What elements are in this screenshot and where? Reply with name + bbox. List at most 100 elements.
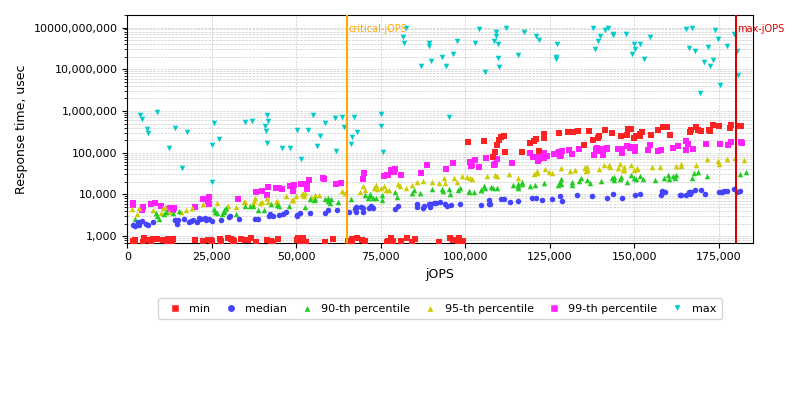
Point — [190, 218, 203, 225]
Point — [526, 194, 538, 201]
Point — [444, 235, 457, 241]
Point — [288, 182, 301, 188]
Point — [532, 158, 545, 164]
Point — [618, 163, 631, 170]
Point — [465, 162, 478, 169]
Point — [414, 63, 427, 70]
Point — [718, 188, 730, 195]
Point — [704, 63, 717, 70]
Point — [478, 69, 491, 75]
Point — [357, 205, 370, 211]
Point — [302, 127, 315, 134]
Point — [322, 198, 334, 204]
Point — [154, 202, 167, 209]
Point — [227, 238, 240, 244]
Point — [562, 129, 574, 135]
Point — [729, 154, 742, 161]
Point — [682, 44, 695, 51]
Point — [462, 189, 475, 196]
Point — [164, 205, 177, 211]
Point — [529, 195, 542, 202]
Point — [208, 120, 221, 126]
Point — [538, 131, 550, 137]
Point — [357, 182, 370, 189]
Point — [686, 174, 698, 181]
Point — [490, 172, 503, 179]
Point — [446, 50, 459, 57]
Point — [400, 184, 413, 191]
Point — [186, 205, 198, 211]
Point — [250, 188, 263, 195]
Point — [548, 151, 561, 157]
Point — [262, 199, 274, 206]
Point — [564, 168, 577, 174]
Point — [711, 36, 724, 42]
Point — [475, 187, 488, 193]
Point — [704, 128, 717, 134]
Point — [133, 205, 146, 212]
Point — [493, 137, 506, 143]
Point — [474, 201, 487, 208]
Point — [308, 192, 321, 198]
Point — [590, 145, 603, 151]
Point — [553, 130, 566, 136]
Point — [694, 90, 706, 96]
Point — [244, 203, 257, 210]
Point — [581, 167, 594, 173]
Point — [621, 126, 634, 132]
Point — [141, 130, 154, 137]
Point — [345, 141, 358, 147]
Point — [592, 38, 605, 44]
Point — [199, 217, 212, 223]
Point — [597, 152, 610, 158]
Point — [374, 123, 387, 129]
Point — [294, 210, 306, 216]
Point — [598, 162, 610, 168]
Point — [550, 56, 562, 62]
Point — [279, 209, 292, 216]
Point — [666, 145, 679, 152]
Point — [688, 170, 701, 176]
Point — [146, 207, 159, 214]
Point — [276, 186, 289, 193]
Point — [238, 237, 251, 243]
Point — [290, 127, 303, 133]
Point — [342, 238, 354, 244]
Point — [182, 219, 195, 225]
Point — [149, 200, 162, 206]
Point — [698, 191, 711, 197]
Point — [378, 183, 390, 189]
Point — [130, 210, 143, 217]
Point — [490, 33, 502, 40]
Point — [273, 184, 286, 191]
Point — [293, 236, 306, 243]
Point — [422, 40, 435, 46]
Point — [487, 154, 500, 160]
Point — [706, 122, 719, 128]
Point — [562, 147, 575, 153]
Point — [216, 211, 229, 217]
Point — [680, 26, 693, 32]
Point — [234, 236, 247, 242]
Point — [478, 182, 491, 189]
Point — [506, 159, 519, 166]
Point — [145, 239, 158, 245]
Point — [366, 195, 379, 201]
Point — [438, 175, 451, 182]
Point — [264, 210, 277, 217]
Point — [189, 236, 202, 243]
Point — [290, 213, 303, 219]
Point — [686, 24, 699, 31]
Point — [168, 125, 181, 132]
Point — [303, 177, 316, 183]
Point — [542, 168, 555, 175]
Point — [331, 198, 344, 205]
Point — [638, 56, 650, 62]
Point — [375, 111, 388, 118]
Point — [612, 165, 625, 171]
Point — [259, 127, 272, 134]
Point — [715, 188, 728, 195]
Point — [161, 238, 174, 244]
Point — [728, 186, 741, 192]
Point — [670, 172, 682, 179]
